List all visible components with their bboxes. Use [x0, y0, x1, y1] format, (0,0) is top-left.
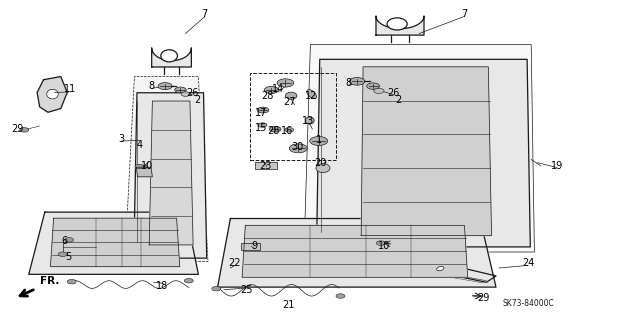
Circle shape: [374, 88, 384, 93]
Circle shape: [212, 286, 221, 291]
Text: 26: 26: [387, 87, 400, 98]
Polygon shape: [304, 45, 534, 252]
Text: 25: 25: [240, 285, 253, 295]
Text: 14: 14: [272, 84, 285, 94]
Text: 12: 12: [305, 91, 317, 101]
Circle shape: [285, 128, 294, 132]
Circle shape: [269, 126, 281, 132]
Text: 24: 24: [522, 258, 534, 268]
Polygon shape: [51, 218, 180, 267]
Polygon shape: [317, 59, 531, 247]
Circle shape: [277, 79, 294, 87]
Polygon shape: [152, 48, 191, 67]
Ellipse shape: [47, 89, 58, 99]
Circle shape: [175, 87, 186, 93]
Text: 19: 19: [550, 161, 563, 171]
Circle shape: [289, 144, 307, 153]
Text: 9: 9: [251, 241, 257, 251]
Ellipse shape: [436, 266, 444, 271]
Text: 11: 11: [64, 84, 77, 94]
Text: 1: 1: [316, 135, 322, 145]
Ellipse shape: [161, 50, 177, 62]
Text: 8: 8: [148, 81, 155, 91]
Text: 29: 29: [12, 124, 24, 134]
Ellipse shape: [307, 90, 317, 99]
Circle shape: [65, 238, 74, 242]
Ellipse shape: [285, 92, 297, 99]
Text: 17: 17: [255, 108, 268, 118]
Polygon shape: [37, 77, 67, 112]
Text: 3: 3: [118, 134, 125, 144]
Text: 28: 28: [261, 91, 274, 101]
Polygon shape: [149, 101, 193, 245]
FancyBboxPatch shape: [255, 162, 277, 169]
FancyBboxPatch shape: [241, 243, 260, 250]
Text: 4: 4: [136, 140, 143, 150]
Ellipse shape: [316, 164, 330, 173]
Ellipse shape: [305, 117, 314, 124]
Text: 21: 21: [282, 300, 294, 310]
Circle shape: [181, 92, 190, 96]
Text: 30: 30: [291, 142, 304, 152]
Polygon shape: [410, 260, 496, 282]
Text: 27: 27: [284, 97, 296, 107]
Circle shape: [20, 128, 29, 132]
Circle shape: [58, 252, 67, 256]
Polygon shape: [29, 212, 198, 274]
Text: 13: 13: [301, 116, 314, 126]
Ellipse shape: [387, 18, 407, 30]
Polygon shape: [134, 93, 207, 258]
Text: 8: 8: [346, 78, 352, 88]
Text: 22: 22: [228, 258, 241, 268]
Text: 26: 26: [186, 87, 198, 98]
Text: 7: 7: [461, 9, 467, 19]
Text: 7: 7: [202, 9, 208, 19]
Text: 20: 20: [314, 158, 326, 168]
Circle shape: [184, 278, 193, 283]
Circle shape: [264, 86, 278, 93]
Text: 2: 2: [396, 95, 402, 106]
Text: FR.: FR.: [40, 276, 60, 286]
Text: 15: 15: [255, 122, 268, 133]
Circle shape: [310, 137, 328, 145]
Text: 10: 10: [378, 241, 390, 251]
Text: 18: 18: [156, 280, 168, 291]
Text: 16: 16: [280, 126, 293, 136]
Text: 5: 5: [65, 252, 72, 262]
Circle shape: [367, 83, 380, 89]
Bar: [250, 73, 336, 160]
Circle shape: [376, 241, 385, 245]
Text: 28: 28: [268, 126, 280, 136]
Polygon shape: [376, 16, 424, 35]
Circle shape: [67, 279, 76, 284]
Text: 6: 6: [61, 236, 67, 246]
Text: 29: 29: [477, 293, 490, 303]
Circle shape: [158, 83, 172, 90]
Circle shape: [135, 164, 144, 169]
Circle shape: [336, 294, 345, 298]
Polygon shape: [361, 67, 492, 236]
Circle shape: [349, 78, 365, 85]
Polygon shape: [242, 225, 468, 277]
Polygon shape: [136, 167, 152, 177]
Polygon shape: [125, 77, 208, 262]
Circle shape: [257, 107, 269, 113]
Polygon shape: [218, 219, 496, 287]
Text: 10: 10: [141, 161, 154, 171]
Text: 2: 2: [194, 95, 200, 106]
Circle shape: [258, 123, 267, 127]
Text: SK73-84000C: SK73-84000C: [502, 299, 554, 308]
Text: 23: 23: [259, 161, 272, 171]
